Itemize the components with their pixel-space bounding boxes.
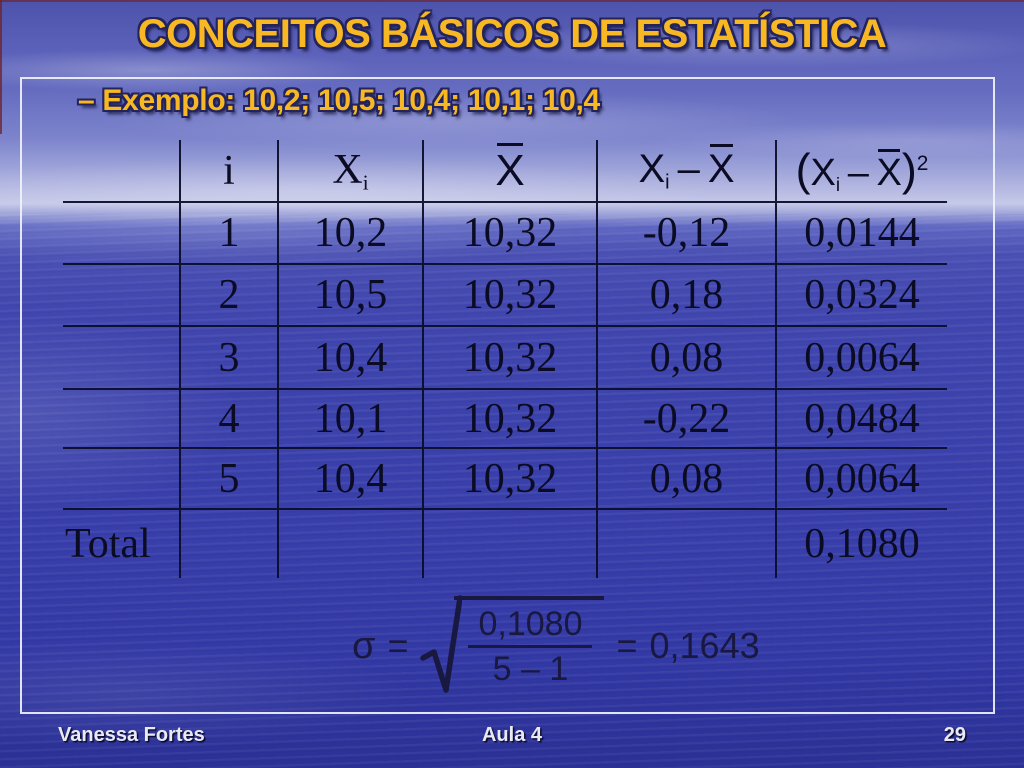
total-label: Total — [63, 510, 181, 578]
stats-table: i Xi X Xi – X (Xi – X)2 1 10,2 10,32 -0,12 0… — [63, 140, 947, 578]
content-box-border — [20, 77, 995, 714]
total-value: 0,1080 — [804, 521, 920, 567]
row-label-cell — [63, 390, 181, 449]
cell-xi: 10,5 — [279, 265, 424, 327]
cell-i: 4 — [181, 390, 279, 449]
cell-xi: 10,4 — [279, 327, 424, 390]
cell-xi: 10,2 — [279, 203, 424, 265]
total-empty-i — [181, 510, 279, 578]
cell-i: 2 — [181, 265, 279, 327]
formula-result: 0,1643 — [649, 625, 760, 666]
cell-i: 1 — [181, 203, 279, 265]
header-diff: Xi – X — [598, 140, 777, 203]
cell-diff: -0,12 — [598, 203, 777, 265]
fraction: 0,1080 5 – 1 — [468, 604, 593, 689]
cell-diff: 0,08 — [598, 449, 777, 510]
fraction-numerator: 0,1080 — [468, 604, 593, 648]
cell-xbar: 10,32 — [424, 327, 598, 390]
cell-xbar: 10,32 — [424, 390, 598, 449]
equals-sign: = — [387, 625, 409, 666]
cell-sq: 0,0064 — [777, 449, 947, 510]
footer-page-number: 29 — [943, 724, 966, 746]
cell-i: 3 — [181, 327, 279, 390]
row-label-cell — [63, 265, 181, 327]
square-root: 0,1080 5 – 1 — [420, 595, 605, 696]
sigma-symbol: σ — [352, 624, 376, 667]
fraction-denominator: 5 – 1 — [492, 650, 569, 688]
cell-sq: 0,0144 — [777, 203, 947, 265]
std-dev-formula: σ = 0,1080 5 – 1 = 0,1643 — [352, 592, 760, 700]
footer-author: Vanessa Fortes — [58, 724, 205, 746]
header-empty-cell — [63, 140, 181, 203]
cell-sq: 0,0484 — [777, 390, 947, 449]
row-label-cell — [63, 203, 181, 265]
equals-sign: = — [616, 625, 638, 666]
row-label-cell — [63, 449, 181, 510]
header-xi: Xi — [279, 140, 424, 203]
radicand: 0,1080 5 – 1 — [454, 596, 605, 689]
total-empty-xi — [279, 510, 424, 578]
cell-i: 5 — [181, 449, 279, 510]
slide-edge-left — [0, 0, 2, 134]
radical-icon — [420, 595, 463, 693]
cell-xi: 10,1 — [279, 390, 424, 449]
cell-sq: 0,0324 — [777, 265, 947, 327]
cell-sq: 0,0064 — [777, 327, 947, 390]
total-empty-diff — [598, 510, 777, 578]
footer-lesson: Aula 4 — [481, 724, 543, 746]
cell-xbar: 10,32 — [424, 449, 598, 510]
slide-edge-top — [0, 0, 1024, 2]
cell-diff: -0,22 — [598, 390, 777, 449]
header-i: i — [181, 140, 279, 203]
total-empty-xbar — [424, 510, 598, 578]
cell-xbar: 10,32 — [424, 265, 598, 327]
example-text: – Exemplo: 10,2; 10,5; 10,4; 10,1; 10,4 — [78, 84, 600, 117]
cell-xi: 10,4 — [279, 449, 424, 510]
header-xbar: X — [424, 140, 598, 203]
cell-diff: 0,18 — [598, 265, 777, 327]
slide-title: CONCEITOS BÁSICOS DE ESTATÍSTICA — [137, 12, 887, 56]
cell-xbar: 10,32 — [424, 203, 598, 265]
cell-diff: 0,08 — [598, 327, 777, 390]
row-label-cell — [63, 327, 181, 390]
header-sqdiff: (Xi – X)2 — [777, 140, 947, 203]
